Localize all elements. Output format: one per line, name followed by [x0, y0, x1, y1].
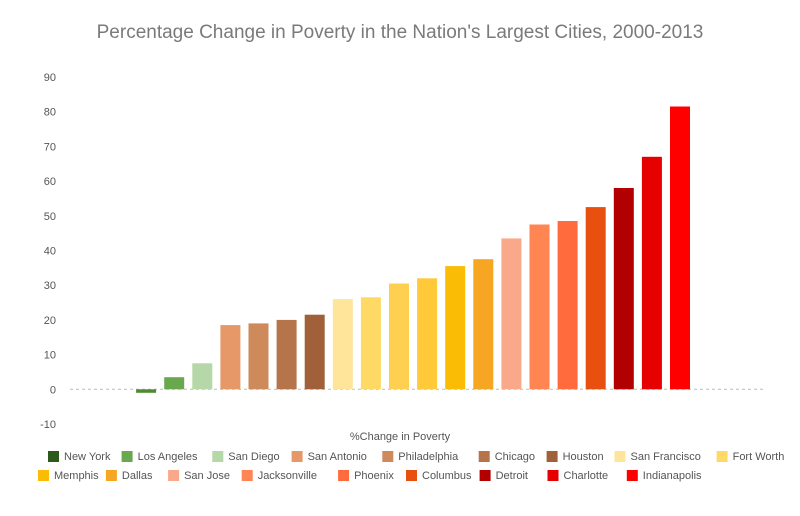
bar-philadelphia: [220, 325, 241, 390]
legend-swatch-san-diego: [212, 451, 224, 462]
y-tick-label: 0: [50, 384, 56, 396]
legend-swatch-phoenix: [338, 470, 350, 481]
bar-houston: [276, 319, 297, 390]
bar-san-jose: [473, 259, 494, 390]
legend-swatch-fort-worth: [716, 451, 728, 462]
bar-san-diego: [164, 377, 185, 390]
chart-title: Percentage Change in Poverty in the Nati…: [97, 22, 704, 43]
y-axis: 90 80 70 60 50 40 30 20 10 0 -10: [40, 72, 56, 431]
legend-label-new-york: New York: [64, 451, 111, 463]
legend-label-charlotte: Charlotte: [564, 470, 609, 482]
legend: New York Los Angeles San Diego San Antonio P…: [38, 451, 785, 482]
bars-group: [136, 106, 690, 393]
legend-label-memphis: Memphis: [54, 470, 99, 482]
y-tick-label: 30: [44, 280, 56, 292]
legend-label-detroit: Detroit: [496, 470, 528, 482]
y-tick-label: 50: [44, 211, 56, 223]
bar-u-s-: [360, 297, 381, 390]
legend-swatch-los-angeles: [121, 451, 133, 462]
legend-label-jacksonville: Jacksonville: [258, 470, 317, 482]
y-tick-label: 20: [44, 315, 56, 327]
bar-san-antonio: [192, 363, 213, 390]
legend-swatch-memphis: [38, 470, 49, 481]
y-tick-label: 40: [44, 246, 56, 258]
y-tick-label: 70: [44, 141, 56, 153]
bar-memphis: [417, 278, 438, 390]
bar-los-angeles: [136, 389, 157, 393]
legend-swatch-dallas: [105, 470, 117, 481]
legend-label-houston: Houston: [563, 451, 604, 463]
bar-phoenix: [529, 224, 550, 390]
legend-label-san-francisco: San Francisco: [631, 451, 701, 463]
bar-san-francisco: [304, 314, 325, 390]
legend-swatch-detroit: [479, 470, 491, 481]
bar-fort-worth: [332, 299, 353, 390]
y-tick-label: -10: [40, 419, 56, 431]
bar-austin: [389, 283, 409, 390]
y-tick-label: 80: [44, 107, 56, 119]
legend-swatch-jacksonville: [241, 470, 253, 481]
legend-label-columbus: Columbus: [422, 470, 472, 482]
legend-label-los-angeles: Los Angeles: [138, 451, 198, 463]
legend-swatch-charlotte: [547, 470, 559, 481]
legend-swatch-san-francisco: [614, 451, 626, 462]
y-tick-label: 10: [44, 350, 56, 362]
bar-indianapolis: [641, 156, 662, 390]
legend-label-philadelphia: Philadelphia: [398, 451, 459, 463]
y-tick-label: 90: [44, 72, 56, 84]
y-tick-label: 60: [44, 176, 56, 188]
bar-jacksonville: [501, 238, 522, 390]
x-axis-label: %Change in Poverty: [350, 431, 451, 443]
bar-dallas: [445, 266, 466, 390]
legend-swatch-houston: [546, 451, 558, 462]
legend-swatch-indianapolis: [626, 470, 638, 481]
legend-swatch-san-antonio: [291, 451, 303, 462]
legend-label-san-jose: San Jose: [184, 470, 230, 482]
bar-chicago: [248, 323, 269, 390]
legend-label-fort-worth: Fort Worth: [733, 451, 785, 463]
legend-swatch-columbus: [406, 470, 417, 481]
legend-swatch-new-york: [48, 451, 59, 462]
legend-label-indianapolis: Indianapolis: [643, 470, 702, 482]
legend-label-san-diego: San Diego: [228, 451, 279, 463]
legend-label-dallas: Dallas: [122, 470, 153, 482]
legend-swatch-chicago: [478, 451, 490, 462]
legend-label-phoenix: Phoenix: [354, 470, 394, 482]
bar-detroit: [585, 207, 606, 390]
bar-unlabeled: [670, 106, 690, 390]
bar-charlotte: [613, 188, 634, 390]
legend-swatch-philadelphia: [382, 451, 394, 462]
bar-columbus: [557, 221, 578, 390]
legend-swatch-san-jose: [168, 470, 180, 481]
legend-label-chicago: Chicago: [495, 451, 535, 463]
legend-label-san-antonio: San Antonio: [308, 451, 367, 463]
